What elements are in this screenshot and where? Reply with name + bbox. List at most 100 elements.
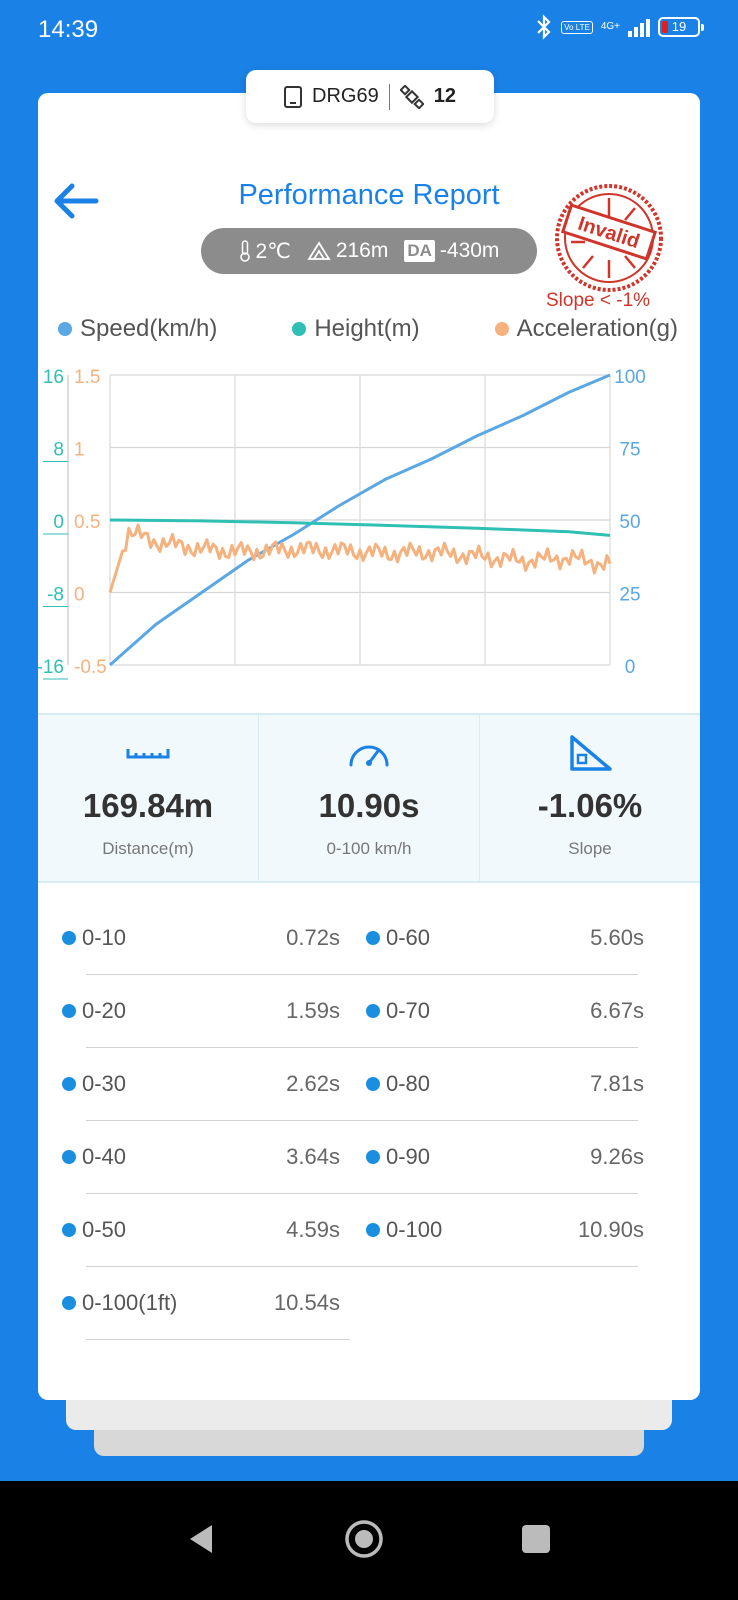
split-name: 0-40 bbox=[62, 1144, 126, 1170]
split-row: 0-30 2.62s bbox=[38, 1049, 350, 1121]
density-altitude-item: DA -430m bbox=[404, 239, 499, 263]
temperature-item: 2℃ bbox=[239, 239, 291, 264]
acceleration-tick-label: 1.5 bbox=[74, 367, 100, 388]
network-type: 4G+ bbox=[600, 21, 620, 32]
split-name: 0-50 bbox=[62, 1217, 126, 1243]
row-divider bbox=[86, 974, 638, 975]
stat-label: Slope bbox=[568, 839, 612, 858]
split-name: 0-90 bbox=[366, 1144, 430, 1170]
status-time: 14:39 bbox=[38, 16, 99, 43]
split-name: 0-70 bbox=[366, 998, 430, 1024]
legend-height[interactable]: Height(m) bbox=[292, 315, 420, 343]
split-time: 4.59s bbox=[286, 1217, 340, 1242]
stat-distance: 169.84m Distance(m) bbox=[38, 715, 258, 881]
split-dot bbox=[62, 1223, 76, 1237]
height-tick-label: -8 bbox=[47, 585, 64, 606]
row-divider bbox=[86, 1193, 638, 1194]
stat-value: 10.90s bbox=[318, 787, 420, 824]
split-label: 0-100(1ft) bbox=[82, 1290, 178, 1315]
altitude-item: 216m bbox=[307, 239, 389, 263]
split-dot bbox=[366, 931, 380, 945]
da-badge: DA bbox=[404, 240, 435, 262]
recents-nav-icon[interactable] bbox=[514, 1517, 558, 1561]
split-time: 1.59s bbox=[286, 998, 340, 1023]
split-dot bbox=[62, 1296, 76, 1310]
legend-speed[interactable]: Speed(km/h) bbox=[58, 315, 217, 343]
split-row: 0-70 6.67s bbox=[38, 976, 678, 1048]
altitude-value: 216m bbox=[335, 239, 389, 262]
back-nav-icon[interactable] bbox=[180, 1517, 224, 1561]
split-label: 0-60 bbox=[386, 925, 431, 950]
split-time: 5.60s bbox=[590, 925, 644, 950]
split-name: 0-10 bbox=[62, 925, 126, 951]
bluetooth-icon bbox=[537, 14, 551, 40]
legend-dot bbox=[494, 322, 509, 336]
split-label: 0-90 bbox=[386, 1144, 431, 1169]
split-time: 3.64s bbox=[286, 1144, 340, 1169]
legend-label: Speed(km/h) bbox=[80, 315, 218, 342]
device-pill[interactable]: DRG69 12 bbox=[246, 70, 494, 123]
speed-tick-label: 0 bbox=[625, 657, 636, 678]
stat-time: 10.90s 0-100 km/h bbox=[258, 715, 479, 881]
split-label: 0-40 bbox=[82, 1144, 127, 1169]
thermometer-icon bbox=[239, 240, 250, 262]
height-tick-label: 8 bbox=[53, 440, 64, 461]
row-divider bbox=[86, 1266, 638, 1267]
row-divider bbox=[86, 1339, 350, 1340]
split-name: 0-100 bbox=[366, 1217, 442, 1243]
split-row: 0-80 7.81s bbox=[38, 1049, 678, 1121]
split-dot bbox=[62, 931, 76, 945]
split-row: 0-40 3.64s bbox=[38, 1122, 350, 1194]
series-line bbox=[108, 523, 612, 593]
split-label: 0-20 bbox=[82, 998, 127, 1023]
split-time: 7.81s bbox=[590, 1071, 644, 1096]
stats-bar: 169.84m Distance(m) 10.90s 0-100 km/h -1… bbox=[38, 713, 700, 883]
acceleration-tick-label: 0.5 bbox=[74, 512, 100, 533]
temperature-value: 2℃ bbox=[255, 239, 291, 263]
satellite-icon bbox=[399, 84, 424, 109]
split-name: 0-80 bbox=[366, 1071, 430, 1097]
split-row: 0-50 4.59s bbox=[38, 1195, 350, 1267]
split-label: 0-10 bbox=[82, 925, 127, 950]
split-dot bbox=[62, 1004, 76, 1018]
split-time: 9.26s bbox=[590, 1144, 644, 1169]
stat-label: 0-100 km/h bbox=[326, 839, 412, 858]
back-arrow-icon[interactable] bbox=[52, 181, 100, 221]
height-tick-label: 16 bbox=[43, 367, 64, 388]
split-time: 10.90s bbox=[577, 1217, 644, 1242]
battery-icon: 19 bbox=[658, 17, 704, 37]
split-label: 0-30 bbox=[82, 1071, 127, 1096]
status-icons: Vo LTE 4G+ 19 bbox=[535, 14, 704, 40]
split-row: 0-10 0.72s bbox=[38, 903, 350, 975]
split-name: 0-20 bbox=[62, 998, 126, 1024]
navigation-bar bbox=[0, 1481, 738, 1600]
speed-tick-label: 75 bbox=[619, 440, 640, 461]
legend-label: Acceleration(g) bbox=[516, 315, 678, 342]
slope-icon bbox=[570, 735, 612, 771]
legend-label: Height(m) bbox=[314, 315, 420, 342]
stat-slope: -1.06% Slope bbox=[479, 715, 700, 881]
split-dot bbox=[366, 1004, 380, 1018]
split-label: 0-50 bbox=[82, 1217, 127, 1242]
speedometer-icon bbox=[349, 745, 389, 767]
acceleration-tick-label: 1 bbox=[74, 440, 85, 461]
satellite-count: 12 bbox=[433, 85, 456, 107]
slope-note: Slope < -1% bbox=[546, 290, 651, 311]
split-row: 0-60 5.60s bbox=[38, 903, 678, 975]
split-time: 6.67s bbox=[590, 998, 644, 1023]
split-row: 0-100 10.90s bbox=[38, 1195, 678, 1267]
series-line bbox=[109, 373, 611, 667]
legend-acceleration[interactable]: Acceleration(g) bbox=[494, 315, 678, 343]
home-nav-icon[interactable] bbox=[342, 1517, 386, 1561]
report-card: Performance Report 2℃ 216m DA -430m Inva… bbox=[38, 93, 700, 1400]
legend-dot bbox=[292, 322, 307, 336]
signal-icon bbox=[628, 17, 650, 37]
page-title: Performance Report bbox=[238, 179, 500, 211]
chart-legend: Speed(km/h) Height(m) Acceleration(g) bbox=[58, 315, 678, 343]
split-dot bbox=[62, 1077, 76, 1091]
divider bbox=[388, 83, 390, 110]
stat-value: -1.06% bbox=[537, 787, 643, 824]
split-dot bbox=[366, 1150, 380, 1164]
split-dot bbox=[366, 1223, 380, 1237]
legend-dot bbox=[58, 322, 72, 336]
